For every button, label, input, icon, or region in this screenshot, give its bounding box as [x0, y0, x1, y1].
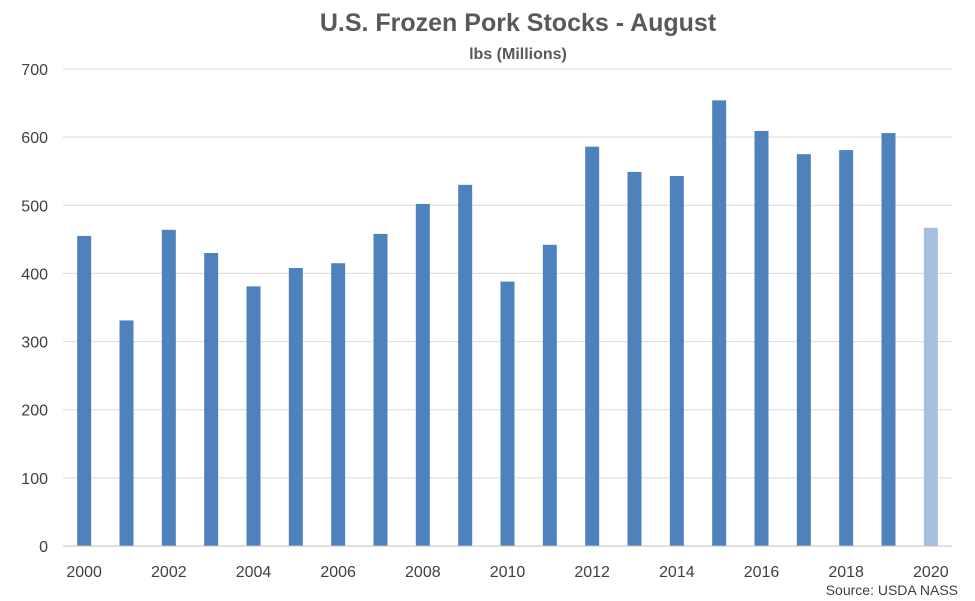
- x-tick-label: 2012: [574, 564, 610, 581]
- bar-2005: [288, 267, 303, 546]
- bar-2000: [77, 235, 92, 546]
- x-tick-label: 2008: [405, 564, 441, 581]
- bar-2010: [500, 281, 515, 546]
- y-tick-label: 100: [21, 471, 48, 488]
- bar-2007: [373, 233, 388, 547]
- bar-2019: [881, 133, 896, 546]
- y-tick-label: 500: [21, 198, 48, 215]
- x-tick-label: 2010: [490, 564, 526, 581]
- x-tick-label: 2000: [66, 564, 102, 581]
- x-tick-label: 2014: [659, 564, 695, 581]
- bar-2001: [119, 320, 134, 546]
- bar-2008: [415, 203, 430, 546]
- x-tick-label: 2018: [828, 564, 864, 581]
- bar-2013: [627, 171, 642, 546]
- chart-title: U.S. Frozen Pork Stocks - August: [320, 9, 717, 37]
- y-axis-tick-labels: 0 100 200 300 400 500 600 700: [21, 62, 48, 556]
- chart-subtitle: lbs (Millions): [469, 46, 567, 63]
- bar-2004: [246, 286, 261, 546]
- x-tick-label: 2016: [744, 564, 780, 581]
- bar-2012: [585, 146, 600, 546]
- x-tick-label: 2020: [913, 564, 949, 581]
- y-tick-label: 600: [21, 130, 48, 147]
- bar-2017: [796, 154, 811, 546]
- y-tick-label: 400: [21, 266, 48, 283]
- y-tick-label: 300: [21, 335, 48, 352]
- bar-2006: [331, 263, 346, 546]
- bar-series: [77, 100, 938, 547]
- x-axis-tick-labels: 2000 2002 2004 2006 2008 2010 2012 2014 2016 2018…: [66, 564, 948, 581]
- source-note: Source: USDA NASS: [826, 582, 958, 598]
- bar-2020: [923, 227, 938, 546]
- y-tick-label: 0: [39, 539, 48, 556]
- bar-2002: [161, 229, 176, 546]
- bar-2015: [712, 100, 727, 547]
- bar-2018: [839, 150, 854, 546]
- x-tick-label: 2006: [320, 564, 356, 581]
- x-tick-label: 2004: [236, 564, 272, 581]
- bar-2016: [754, 131, 769, 546]
- y-tick-label: 200: [21, 403, 48, 420]
- bar-2011: [542, 244, 557, 546]
- bar-2014: [669, 175, 684, 546]
- bar-2003: [204, 252, 219, 546]
- bar-2009: [458, 184, 473, 547]
- x-tick-label: 2002: [151, 564, 187, 581]
- y-tick-label: 700: [21, 62, 48, 79]
